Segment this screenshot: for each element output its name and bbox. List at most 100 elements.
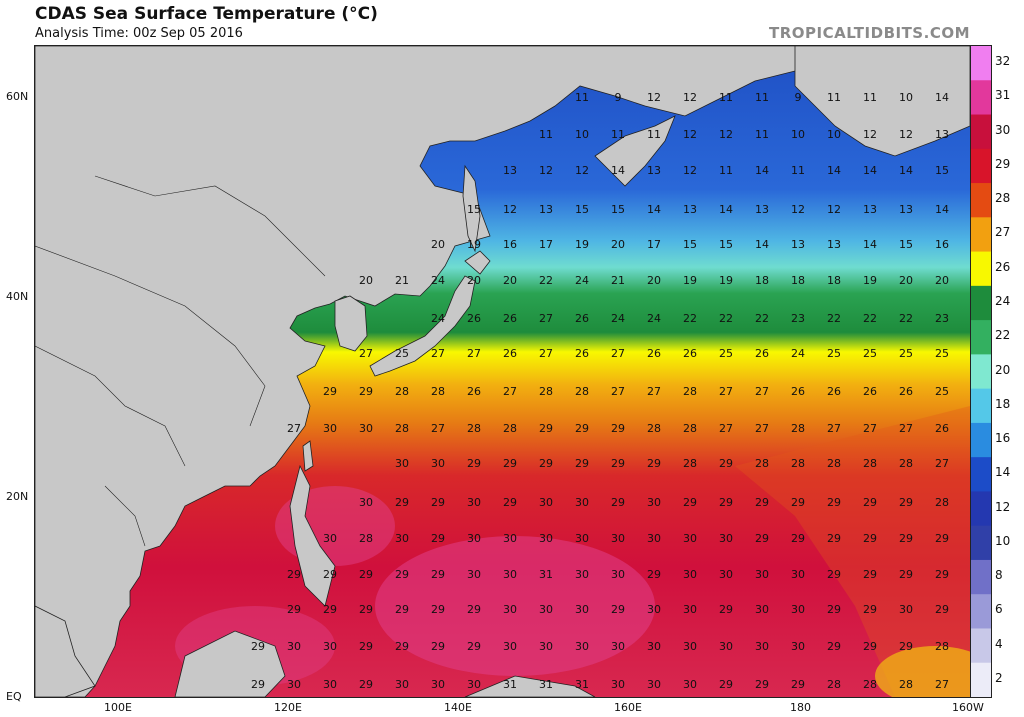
sst-value: 20	[359, 274, 373, 287]
sst-value: 13	[683, 203, 697, 216]
sst-value: 29	[827, 532, 841, 545]
sst-value: 17	[647, 238, 661, 251]
sst-value: 12	[575, 164, 589, 177]
lon-label-160w: 160W	[952, 701, 984, 714]
colorbar-label: 24	[995, 293, 1011, 308]
lon-label-100e: 100E	[104, 701, 132, 714]
sst-value: 30	[539, 603, 553, 616]
sst-value: 26	[575, 347, 589, 360]
sst-value: 13	[899, 203, 913, 216]
lon-label-120e: 120E	[274, 701, 302, 714]
sst-value: 25	[899, 347, 913, 360]
sst-value: 28	[863, 678, 877, 691]
sst-value: 30	[323, 532, 337, 545]
sst-value: 30	[467, 568, 481, 581]
sst-value: 30	[575, 568, 589, 581]
lat-label-eq: EQ	[6, 690, 22, 703]
sst-value: 29	[863, 496, 877, 509]
sst-value: 22	[863, 312, 877, 325]
sst-value: 24	[431, 274, 445, 287]
sst-value: 29	[935, 532, 949, 545]
sst-value: 26	[863, 385, 877, 398]
sst-value: 14	[935, 91, 949, 104]
sst-value: 27	[719, 385, 733, 398]
sst-value-labels: 11 9 12 12 11 11 9 11 11 10 14 11 10 11 11 12 12 11 10 10 12…	[251, 91, 949, 691]
colorbar-label: 32	[995, 54, 1011, 69]
sst-value: 28	[935, 640, 949, 653]
sst-value: 11	[611, 128, 625, 141]
sst-value: 29	[719, 603, 733, 616]
sst-value: 30	[647, 496, 661, 509]
sst-value: 30	[467, 496, 481, 509]
sst-value: 27	[431, 422, 445, 435]
sst-value: 29	[791, 532, 805, 545]
sst-value: 29	[251, 640, 265, 653]
sst-value: 31	[539, 678, 553, 691]
sst-value: 29	[467, 457, 481, 470]
colorbar-swatch	[971, 217, 991, 253]
sst-value: 26	[935, 422, 949, 435]
sst-value: 27	[755, 422, 769, 435]
sst-value: 30	[503, 640, 517, 653]
sst-value: 27	[755, 385, 769, 398]
sst-value: 28	[395, 385, 409, 398]
sst-value: 10	[827, 128, 841, 141]
sst-value: 14	[863, 238, 877, 251]
sst-value: 29	[395, 640, 409, 653]
sst-value: 30	[791, 603, 805, 616]
sst-value: 30	[719, 568, 733, 581]
sst-value: 20	[611, 238, 625, 251]
sst-value: 30	[431, 457, 445, 470]
sst-value: 13	[791, 238, 805, 251]
sst-value: 30	[575, 532, 589, 545]
sst-value: 20	[467, 274, 481, 287]
colorbar-label: 8	[995, 568, 1003, 583]
sst-value: 29	[395, 496, 409, 509]
sst-value: 28	[935, 496, 949, 509]
sst-value: 30	[647, 678, 661, 691]
sst-value: 12	[863, 128, 877, 141]
sst-value: 9	[795, 91, 802, 104]
sst-value: 28	[503, 422, 517, 435]
sst-value: 29	[863, 640, 877, 653]
sst-value: 22	[827, 312, 841, 325]
colorbar-swatch	[971, 422, 991, 458]
sst-value: 27	[611, 385, 625, 398]
sst-value: 25	[395, 347, 409, 360]
sst-value: 27	[647, 385, 661, 398]
colorbar-label: 6	[995, 602, 1003, 617]
sst-value: 30	[647, 532, 661, 545]
sst-value: 14	[899, 164, 913, 177]
sst-value: 19	[575, 238, 589, 251]
sst-value: 29	[935, 603, 949, 616]
colorbar-label: 27	[995, 225, 1011, 240]
sst-value: 29	[827, 603, 841, 616]
sst-value: 29	[359, 603, 373, 616]
sst-value: 28	[755, 457, 769, 470]
sst-value: 12	[683, 91, 697, 104]
sst-value: 29	[755, 496, 769, 509]
sst-value: 29	[899, 568, 913, 581]
sst-value: 29	[323, 603, 337, 616]
sst-value: 12	[503, 203, 517, 216]
sst-value: 29	[611, 603, 625, 616]
colorbar-label: 29	[995, 156, 1011, 171]
lon-label-140e: 140E	[444, 701, 472, 714]
lon-label-160e: 160E	[614, 701, 642, 714]
sst-value: 29	[323, 568, 337, 581]
colorbar-label: 4	[995, 636, 1003, 651]
colorbar-label: 30	[995, 122, 1011, 137]
sst-value: 27	[935, 457, 949, 470]
sst-value: 12	[791, 203, 805, 216]
sst-value: 29	[431, 603, 445, 616]
sst-value: 14	[863, 164, 877, 177]
sst-value: 29	[755, 678, 769, 691]
sst-value: 28	[575, 385, 589, 398]
sst-value: 17	[539, 238, 553, 251]
sst-value: 21	[611, 274, 625, 287]
colorbar-swatch	[971, 491, 991, 527]
sst-value: 24	[647, 312, 661, 325]
sst-value: 22	[899, 312, 913, 325]
colorbar-label: 26	[995, 259, 1011, 274]
sst-value: 24	[791, 347, 805, 360]
